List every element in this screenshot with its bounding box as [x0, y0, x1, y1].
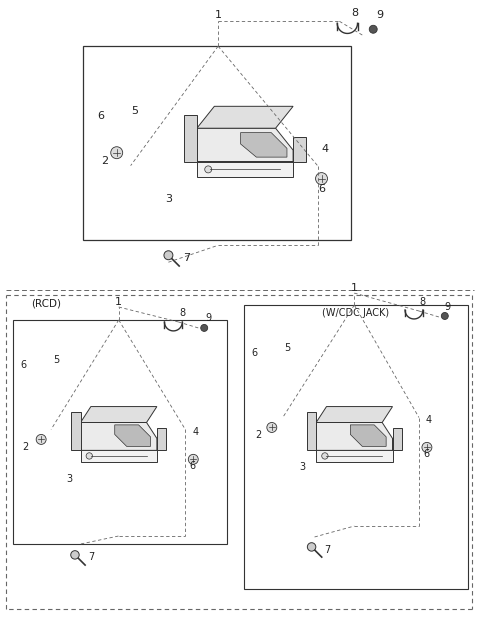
Text: 7: 7: [183, 253, 190, 263]
Polygon shape: [197, 162, 293, 177]
Polygon shape: [316, 407, 393, 423]
Text: 6: 6: [97, 111, 104, 121]
Text: 6: 6: [189, 461, 195, 471]
Text: 1: 1: [351, 283, 358, 293]
Text: 5: 5: [131, 106, 138, 116]
Circle shape: [422, 443, 432, 452]
Polygon shape: [81, 451, 157, 462]
Text: 6: 6: [424, 449, 430, 459]
Bar: [244, 305, 468, 589]
Text: 2: 2: [22, 443, 28, 452]
Text: 7: 7: [324, 545, 331, 555]
Polygon shape: [316, 423, 393, 451]
Polygon shape: [115, 425, 151, 446]
Text: 8: 8: [179, 308, 185, 318]
Polygon shape: [184, 115, 197, 162]
Text: 5: 5: [285, 343, 291, 353]
Polygon shape: [81, 407, 157, 423]
Text: 6: 6: [252, 348, 258, 358]
Polygon shape: [307, 412, 316, 451]
Text: 2: 2: [101, 155, 108, 166]
Circle shape: [36, 435, 46, 444]
Bar: [83, 46, 351, 240]
Text: 1: 1: [115, 297, 122, 307]
Circle shape: [164, 251, 173, 260]
Polygon shape: [197, 128, 293, 162]
Circle shape: [267, 423, 277, 433]
Circle shape: [71, 551, 79, 559]
Polygon shape: [350, 425, 386, 446]
Circle shape: [369, 25, 377, 33]
Circle shape: [201, 324, 208, 331]
Text: (RCD): (RCD): [31, 298, 61, 308]
Text: 9: 9: [205, 313, 211, 323]
Text: 3: 3: [300, 462, 306, 472]
Text: 6: 6: [20, 360, 26, 370]
Polygon shape: [240, 132, 287, 157]
Polygon shape: [81, 423, 157, 451]
Text: 8: 8: [419, 297, 425, 307]
Circle shape: [315, 173, 327, 184]
Text: 3: 3: [165, 194, 172, 204]
Text: 4: 4: [192, 428, 198, 438]
Circle shape: [205, 166, 212, 173]
Polygon shape: [197, 106, 293, 128]
Text: 1: 1: [215, 11, 222, 20]
Polygon shape: [393, 428, 402, 451]
Text: 6: 6: [318, 184, 325, 194]
Text: 4: 4: [426, 415, 432, 425]
Text: 4: 4: [321, 144, 328, 154]
Circle shape: [307, 543, 316, 551]
Polygon shape: [71, 412, 81, 451]
Circle shape: [188, 454, 198, 464]
Text: 7: 7: [88, 552, 94, 562]
Text: 8: 8: [351, 8, 358, 19]
Text: 2: 2: [255, 430, 261, 441]
Polygon shape: [293, 137, 306, 162]
Text: (W/CDC JACK): (W/CDC JACK): [322, 308, 389, 318]
Text: 5: 5: [53, 355, 59, 365]
Text: 9: 9: [377, 11, 384, 20]
Bar: [13, 320, 227, 544]
Text: 3: 3: [66, 474, 72, 484]
Circle shape: [322, 452, 328, 459]
Polygon shape: [157, 428, 167, 451]
Circle shape: [441, 313, 448, 319]
Text: 9: 9: [445, 302, 451, 312]
Polygon shape: [316, 451, 393, 462]
Circle shape: [111, 147, 123, 158]
Circle shape: [86, 452, 93, 459]
